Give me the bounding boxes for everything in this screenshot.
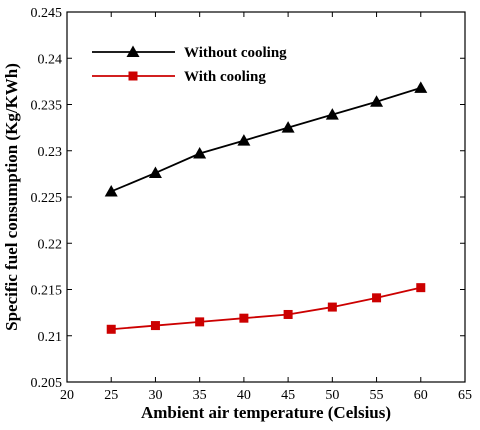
data-point <box>104 184 118 197</box>
data-point <box>237 134 251 146</box>
y-tick-label: 0.23 <box>38 145 63 160</box>
y-axis: 0.205 0.21 0.215 0.22 0.225 0.23 0.235 0.24 0.24… <box>31 6 465 391</box>
legend: Without cooling With cooling <box>92 45 287 85</box>
y-axis-title: Specific fuel consumption (Kg/KWh) <box>2 63 21 331</box>
plot-border <box>66 11 466 383</box>
x-tick-label: 25 <box>104 388 118 403</box>
legend-item: Without cooling <box>92 45 287 61</box>
legend-item: With cooling <box>92 69 266 85</box>
data-point <box>372 293 382 303</box>
data-point <box>327 302 337 312</box>
x-tick-label: 60 <box>414 388 428 403</box>
x-axis-title: Ambient air temperature (Celsius) <box>141 403 391 422</box>
legend-marker <box>128 71 138 81</box>
x-tick-label: 40 <box>237 388 251 403</box>
data-point <box>414 81 428 93</box>
data-point <box>193 147 207 159</box>
y-tick-label: 0.21 <box>38 330 63 345</box>
y-tick-label: 0.24 <box>38 52 63 67</box>
data-point <box>148 166 162 178</box>
y-tick-label: 0.225 <box>31 191 63 206</box>
legend-marker <box>126 45 140 57</box>
data-point <box>281 121 295 133</box>
data-point <box>195 317 205 327</box>
legend-label: With cooling <box>184 69 266 85</box>
data-point <box>150 321 160 331</box>
series-line <box>110 86 422 193</box>
x-tick-label: 55 <box>370 388 384 403</box>
x-tick-label: 20 <box>60 388 74 403</box>
y-tick-label: 0.215 <box>31 284 63 299</box>
legend-label: Without cooling <box>184 45 287 61</box>
x-tick-label: 35 <box>193 388 207 403</box>
data-point <box>239 313 249 323</box>
series-line <box>111 286 421 331</box>
plot-frame <box>66 11 466 383</box>
data-point <box>325 108 339 120</box>
series-layer <box>104 81 428 334</box>
x-tick-label: 50 <box>325 388 339 403</box>
data-point <box>283 309 293 319</box>
x-tick-label: 45 <box>281 388 295 403</box>
x-tick-label: 65 <box>458 388 472 403</box>
data-point <box>370 95 384 107</box>
series-1 <box>106 283 426 334</box>
x-tick-label: 30 <box>148 388 162 403</box>
y-tick-label: 0.245 <box>31 6 63 21</box>
x-axis: 20 25 30 35 40 45 50 55 60 65 <box>60 12 472 403</box>
data-point <box>106 324 116 334</box>
data-point <box>416 283 426 293</box>
series-0 <box>104 81 428 197</box>
y-tick-label: 0.22 <box>38 237 63 252</box>
y-tick-label: 0.235 <box>31 99 63 114</box>
y-tick-label: 0.205 <box>31 376 63 391</box>
